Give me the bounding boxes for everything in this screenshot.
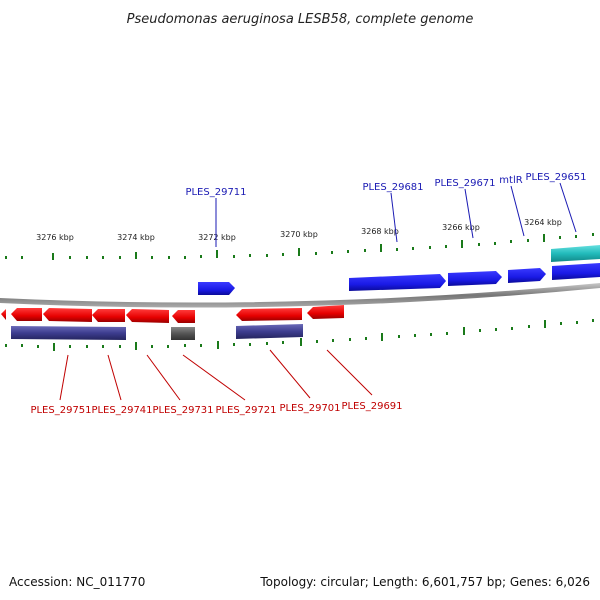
teal-track [551,245,600,262]
tick-label: 3274 kbp [117,233,155,242]
kbp-tick-labels: 3276 kbp 3274 kbp 3272 kbp 3270 kbp 3268… [36,218,562,242]
gene-ples-29741[interactable] [43,308,92,322]
reverse-leader-lines [59,349,373,401]
gene-label-ples-29711[interactable]: PLES_29711 [185,187,246,198]
gene-partial-left[interactable] [1,309,6,320]
forward-genes [198,263,600,295]
gene-label-ples-29651[interactable]: PLES_29651 [525,172,586,183]
purple-track-segment[interactable] [236,324,303,339]
tick-label: 3276 kbp [36,233,74,242]
gene-ples-29721[interactable] [172,310,195,323]
gene-ples-29651[interactable] [552,263,600,280]
gene-label-ples-29731[interactable]: PLES_29731 [152,405,213,416]
gene-label-ples-29681[interactable]: PLES_29681 [362,182,423,193]
gene-label-mtlr[interactable]: mtlR [499,175,522,186]
gene-ples-29681[interactable] [349,274,446,291]
gene-ples-29671[interactable] [448,271,502,286]
reverse-gene-labels: PLES_29751 PLES_29741 PLES_29731 PLES_29… [30,401,402,416]
gene-ples-29751[interactable] [11,308,42,321]
gene-ples-29701[interactable] [236,308,302,321]
gene-ples-29741b[interactable] [92,309,125,322]
tick-label: 3264 kbp [524,218,562,227]
tick-label: 3268 kbp [361,227,399,236]
forward-leader-lines [215,182,577,247]
tick-label: 3272 kbp [198,233,236,242]
inner-tick-ring [5,319,594,351]
gene-label-ples-29691[interactable]: PLES_29691 [341,401,402,412]
gene-ples-29691[interactable] [307,305,344,319]
gene-label-ples-29701[interactable]: PLES_29701 [279,403,340,414]
forward-gene-labels: PLES_29711 PLES_29681 PLES_29671 mtlR PL… [185,172,586,198]
gene-label-ples-29671[interactable]: PLES_29671 [434,178,495,189]
gene-label-ples-29751[interactable]: PLES_29751 [30,405,91,416]
map-title: Pseudomonas aeruginosa LESB58, complete … [127,12,474,27]
genome-backbone [0,283,600,308]
gene-ples-29711[interactable] [198,282,235,295]
tick-label: 3266 kbp [442,223,480,232]
reverse-genes [1,305,344,323]
gene-label-ples-29741[interactable]: PLES_29741 [91,405,152,416]
genome-summary-text: Topology: circular; Length: 6,601,757 bp… [259,575,590,589]
purple-track-segment[interactable] [11,326,126,340]
teal-track-segment[interactable] [551,245,600,262]
tick-label: 3270 kbp [280,230,318,239]
grey-track-segment[interactable] [171,327,195,340]
gene-ples-29731[interactable] [126,309,169,323]
outer-tick-ring [5,233,594,260]
gene-label-ples-29721[interactable]: PLES_29721 [215,405,276,416]
accession-text: Accession: NC_011770 [9,575,145,589]
gene-mtlr[interactable] [508,268,546,283]
lower-feature-tracks [11,324,303,340]
